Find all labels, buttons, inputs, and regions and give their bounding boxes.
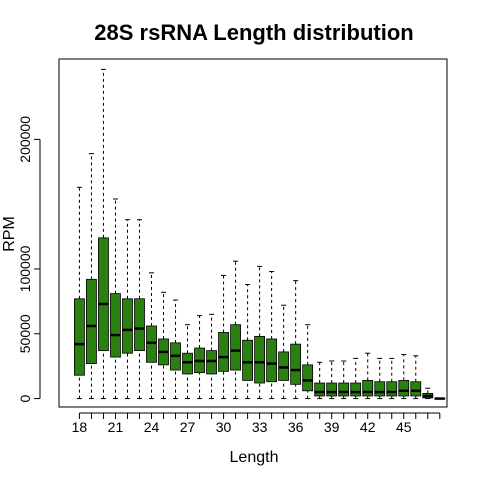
box-47 <box>422 387 434 400</box>
y-axis-label: RPM <box>1 216 18 252</box>
x-axis-label: Length <box>230 449 279 466</box>
box-iqr <box>134 298 145 352</box>
box-iqr <box>338 382 350 397</box>
box-21 <box>110 198 121 400</box>
y-axis: 0 50000 100000 200000 <box>17 116 41 402</box>
box-iqr <box>182 352 193 375</box>
box-35 <box>278 304 290 400</box>
plot-area <box>74 68 446 400</box>
x-axis: 18 21 24 27 30 33 36 39 42 45 <box>72 412 441 435</box>
box-25 <box>158 291 169 400</box>
box-iqr <box>110 293 121 358</box>
box-40 <box>338 360 350 400</box>
x-tick-label: 33 <box>252 419 268 435</box>
box-iqr <box>146 325 157 363</box>
x-tick-label: 42 <box>360 419 376 435</box>
box-26 <box>170 299 181 400</box>
box-iqr <box>122 298 133 354</box>
chart-title: 28S rsRNA Length distribution <box>94 20 413 45</box>
box-28 <box>194 315 205 400</box>
box-iqr <box>290 343 302 385</box>
x-tick-label: 45 <box>396 419 412 435</box>
box-23 <box>134 219 145 400</box>
x-tick-label: 18 <box>72 419 88 435</box>
box-34 <box>266 271 278 400</box>
box-43 <box>374 357 386 400</box>
box-iqr <box>98 237 109 352</box>
box-iqr <box>266 338 278 383</box>
box-iqr <box>326 382 338 397</box>
x-tick-label: 36 <box>288 419 304 435</box>
box-30 <box>218 274 229 400</box>
y-tick-label: 200000 <box>17 116 33 163</box>
box-48 <box>434 397 446 400</box>
box-iqr <box>206 350 217 375</box>
box-iqr <box>254 335 266 384</box>
box-iqr <box>362 380 374 397</box>
x-tick-label: 39 <box>324 419 340 435</box>
box-39 <box>326 360 338 400</box>
box-29 <box>206 313 217 400</box>
box-iqr <box>242 339 253 381</box>
box-33 <box>254 265 266 400</box>
plot-frame <box>58 58 448 408</box>
box-19 <box>86 153 97 400</box>
box-iqr <box>314 382 326 397</box>
y-tick-label: 100000 <box>17 245 33 292</box>
box-18 <box>74 186 85 400</box>
box-32 <box>242 284 253 400</box>
box-22 <box>122 219 133 400</box>
y-tick-label: 50000 <box>17 314 33 353</box>
box-44 <box>386 357 398 400</box>
box-37 <box>302 324 314 400</box>
x-tick-label: 27 <box>180 419 196 435</box>
box-iqr <box>386 381 398 397</box>
box-27 <box>182 324 193 400</box>
box-iqr <box>374 381 386 397</box>
box-41 <box>350 357 362 400</box>
box-iqr <box>74 298 85 376</box>
x-tick-label: 30 <box>216 419 232 435</box>
box-iqr <box>230 324 241 371</box>
x-tick-label: 21 <box>108 419 124 435</box>
x-tick-label: 24 <box>144 419 160 435</box>
box-iqr <box>218 332 229 372</box>
box-iqr <box>302 364 314 392</box>
y-tick-label: 0 <box>17 394 33 402</box>
box-45 <box>398 354 410 400</box>
box-31 <box>230 260 241 400</box>
box-46 <box>410 355 422 400</box>
box-iqr <box>398 380 410 397</box>
box-iqr <box>278 351 290 381</box>
box-36 <box>290 280 302 400</box>
box-24 <box>146 272 157 400</box>
box-iqr <box>86 278 97 364</box>
box-iqr <box>350 382 362 397</box>
box-20 <box>98 68 109 400</box>
box-42 <box>362 352 374 400</box>
box-iqr <box>410 381 422 397</box>
box-38 <box>314 361 326 400</box>
